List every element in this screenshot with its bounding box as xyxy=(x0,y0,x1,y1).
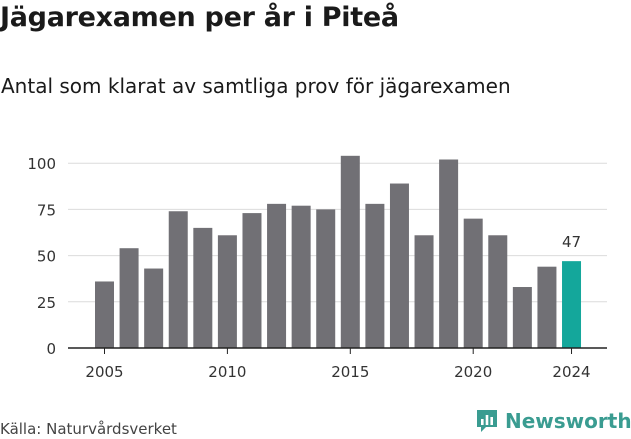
bar-2024 xyxy=(562,261,582,348)
bar-2014 xyxy=(316,209,336,348)
x-tick-label: 2005 xyxy=(85,363,123,381)
x-tick-label: 2024 xyxy=(552,363,590,381)
bar-2006 xyxy=(119,248,139,348)
bar-2009 xyxy=(193,227,213,348)
chart-subtitle: Antal som klarat av samtliga prov för jä… xyxy=(1,74,511,98)
bar-2013 xyxy=(291,205,311,348)
x-tick-label: 2010 xyxy=(208,363,246,381)
bar-chart: 0 25 50 75 100 2005 2010 2015 2020 2024 47 xyxy=(27,155,607,381)
y-tick-label: 75 xyxy=(37,201,56,219)
y-tick-label: 0 xyxy=(46,340,56,358)
bar-2016 xyxy=(365,203,385,348)
brand-logo: Newsworthy xyxy=(475,408,631,434)
bar-2015 xyxy=(340,155,360,348)
bar-2017 xyxy=(389,183,409,348)
bar-2020 xyxy=(463,218,483,348)
bar-2012 xyxy=(267,203,287,348)
bar-2022 xyxy=(512,287,532,348)
y-tick-label: 25 xyxy=(37,294,56,312)
bar-2018 xyxy=(414,235,434,348)
y-tick-label: 50 xyxy=(37,248,56,266)
bar-2007 xyxy=(144,268,164,348)
brand-name: Newsworthy xyxy=(505,409,631,433)
bar-2011 xyxy=(242,213,262,348)
axes: 0 25 50 75 100 2005 2010 2015 2020 2024 47 xyxy=(27,155,607,381)
bar-2019 xyxy=(439,159,459,348)
bar-2023 xyxy=(537,266,557,348)
x-tick-label: 2015 xyxy=(331,363,369,381)
chart-title: Jägarexamen per år i Piteå xyxy=(0,2,399,33)
bar-2008 xyxy=(168,211,188,348)
bar-2010 xyxy=(217,235,237,348)
bars xyxy=(95,155,582,348)
bar-2005 xyxy=(95,281,114,348)
source-note: Källa: Naturvårdsverket xyxy=(0,420,177,438)
bar-2021 xyxy=(488,235,508,348)
y-tick-label: 100 xyxy=(27,155,56,173)
newsworthy-logo-icon xyxy=(477,410,497,432)
x-tick-label: 2020 xyxy=(454,363,492,381)
data-label-2024: 47 xyxy=(562,233,581,251)
